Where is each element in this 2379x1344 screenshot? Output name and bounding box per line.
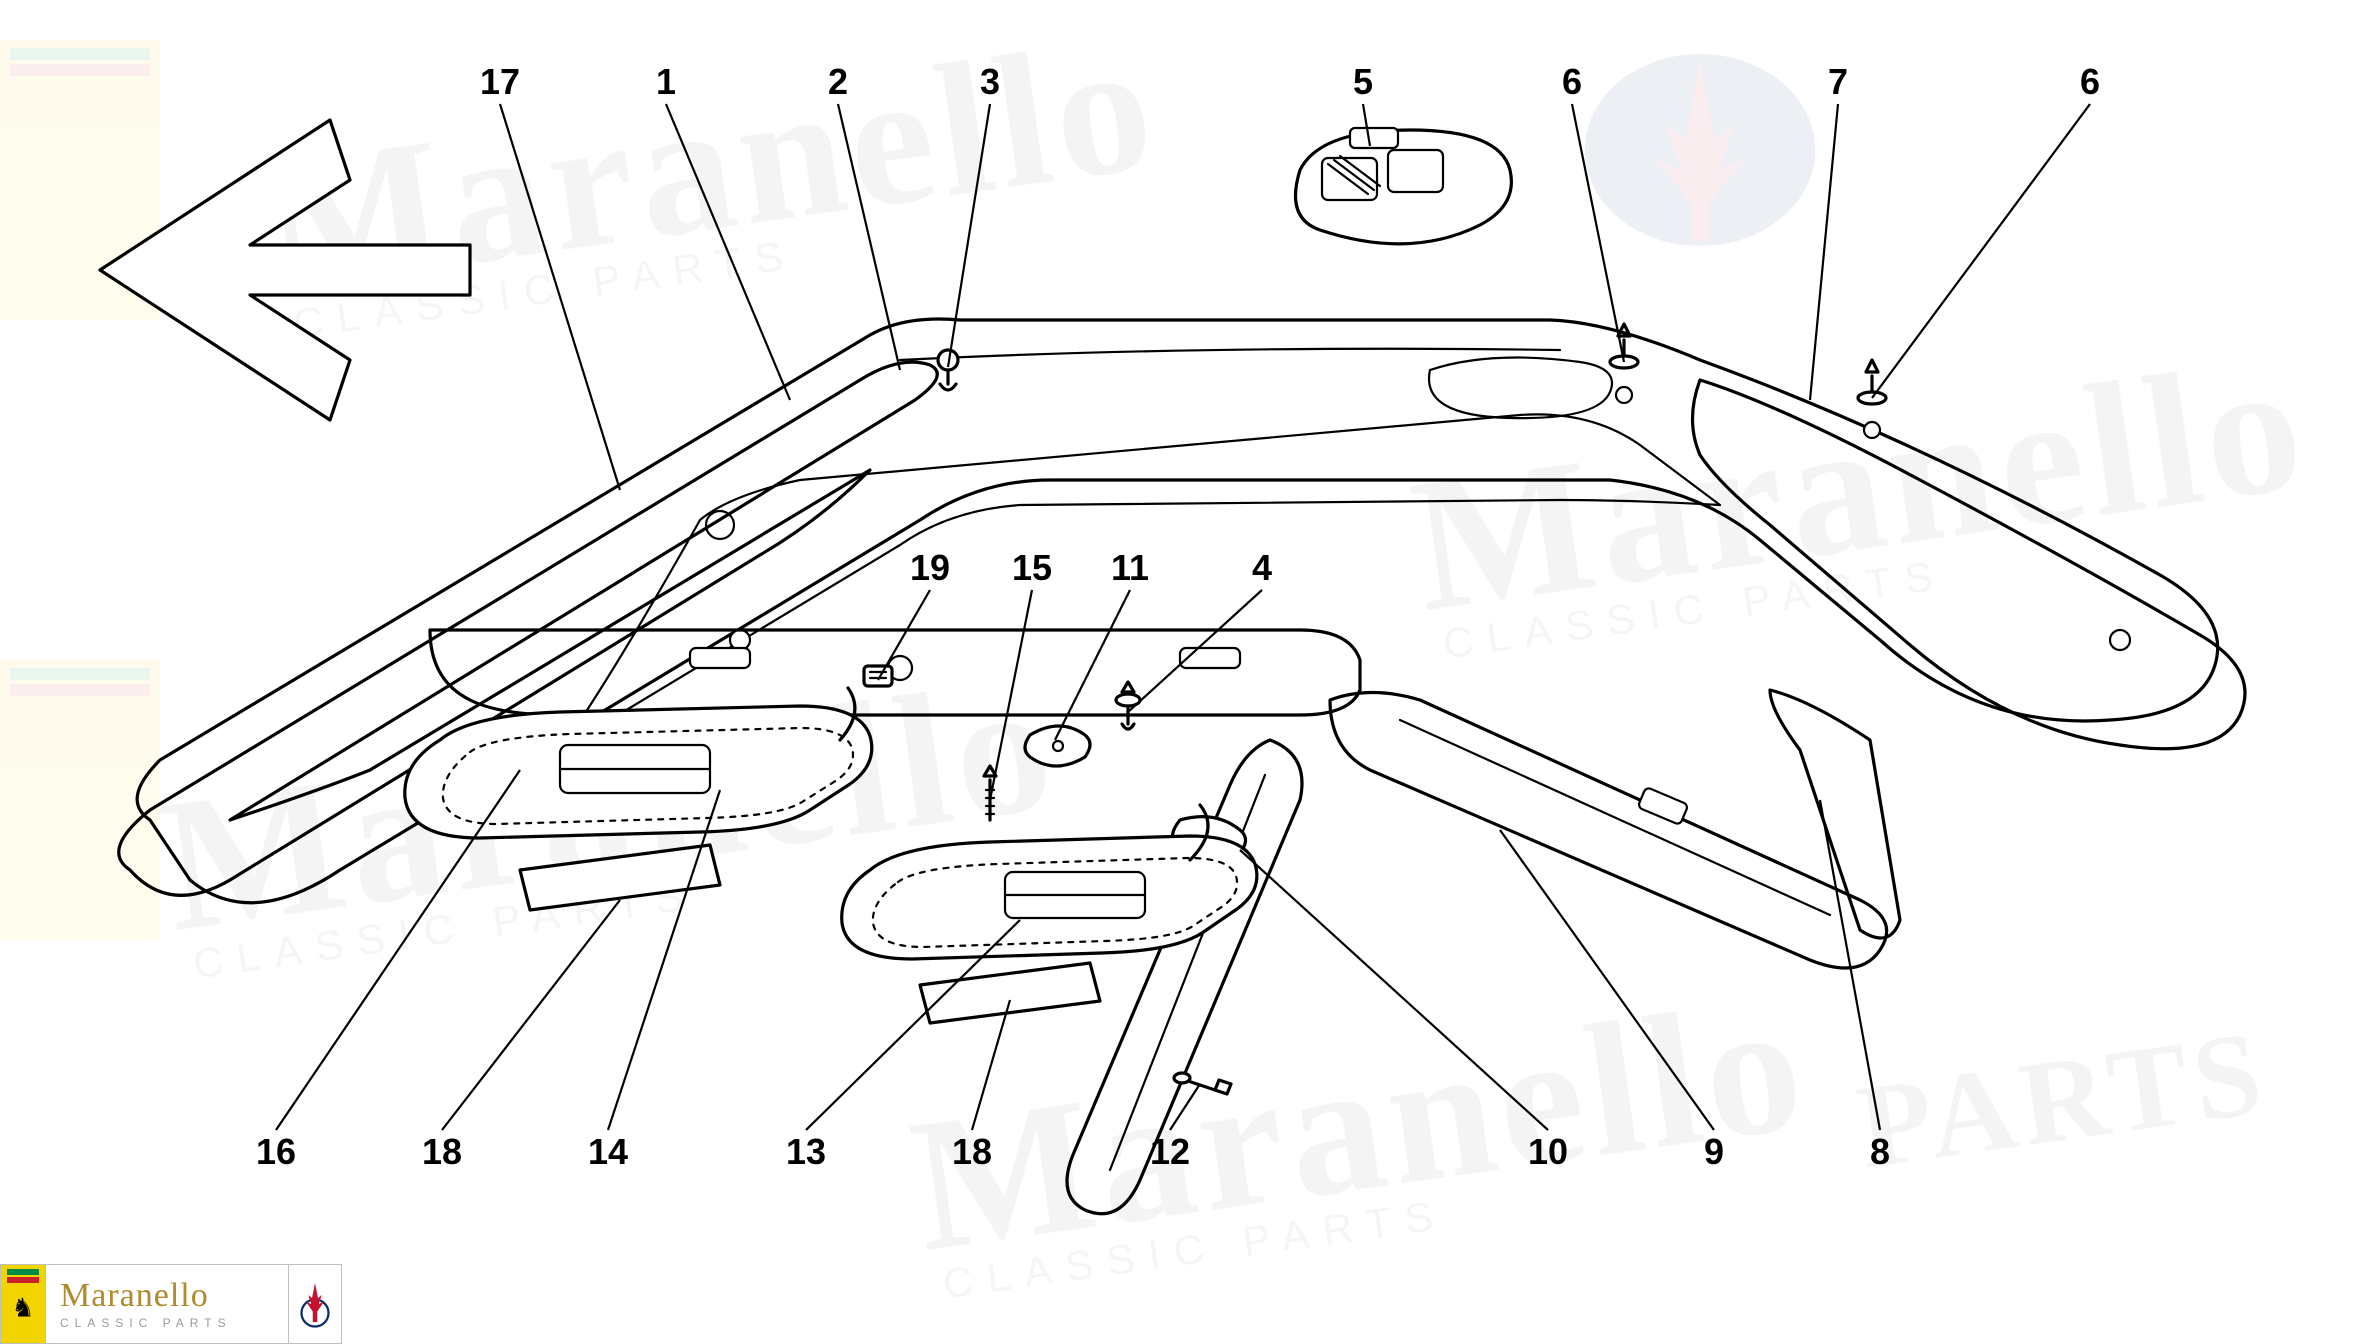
maserati-badge-icon: [288, 1265, 341, 1343]
footer-logo: ♞ Maranello CLASSIC PARTS: [0, 1264, 342, 1344]
rh-seal-strip: [1770, 690, 1900, 938]
lh-sun-visor: [405, 706, 872, 838]
rh-a-pillar-trim: [1330, 693, 1887, 969]
clip-3: [938, 350, 958, 390]
diagram-stage: MaranelloCLASSIC PARTSMaranelloCLASSIC P…: [0, 0, 2379, 1344]
footer-brand-sub: CLASSIC PARTS: [60, 1317, 288, 1329]
lh-a-pillar-trim: [1067, 740, 1302, 1214]
dome-light: [1296, 128, 1512, 244]
roof-diagram: [0, 0, 2379, 1344]
direction-arrow: [100, 120, 470, 420]
footer-brand-name: Maranello: [60, 1279, 288, 1313]
ferrari-badge-icon: ♞: [1, 1265, 46, 1343]
clip-19: [864, 666, 892, 686]
visor-bracket-11: [1025, 726, 1090, 766]
rh-rear-trim: [1693, 380, 2246, 749]
screw-12: [1174, 1073, 1231, 1094]
